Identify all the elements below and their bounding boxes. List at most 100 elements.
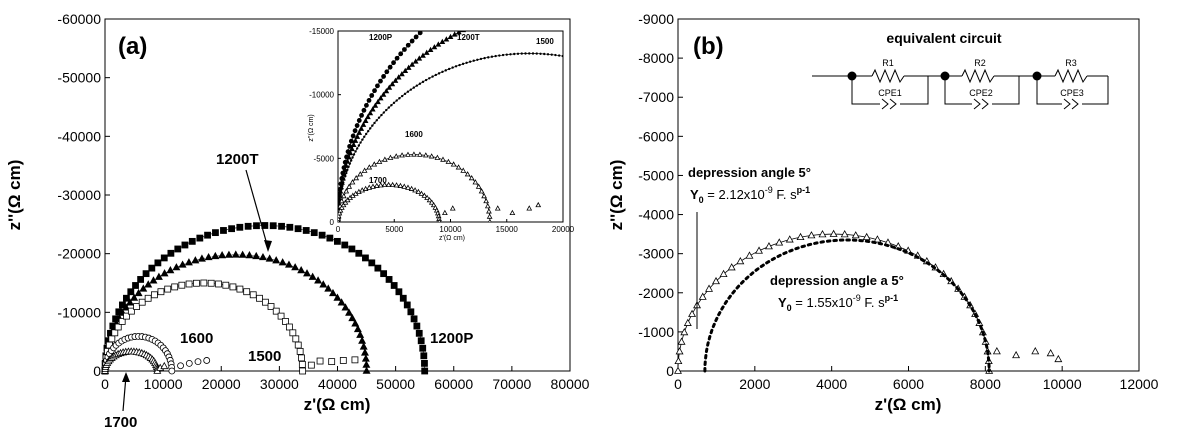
data-point-1200T <box>204 252 213 261</box>
inset-point-1500 <box>377 116 381 119</box>
inset-x-tick-label: 15000 <box>496 225 519 234</box>
data-point-b <box>719 269 728 278</box>
data-point-1500 <box>267 303 275 310</box>
inset-point-1200T <box>344 158 351 164</box>
inset-point-1200T <box>506 9 510 13</box>
inset-point-1600 <box>460 167 467 173</box>
inset-point-1500 <box>406 90 410 93</box>
data-point-1200T <box>238 250 247 258</box>
inset-point-1200T <box>392 77 399 83</box>
data-point-1500 <box>256 294 263 302</box>
y0-1-value: = 2.12x10 <box>704 187 765 202</box>
panel-b-label: (b) <box>693 33 724 60</box>
panel-b-x-ticks: 0 2000 4000 6000 8000 10000 12000 <box>674 366 1159 392</box>
label-cpe2: CPE2 <box>969 88 993 98</box>
inset-point-1200T <box>451 31 458 37</box>
circuit-title: equivalent circuit <box>886 30 1001 46</box>
data-point-b <box>712 276 720 285</box>
inset-point-1200T <box>474 21 478 25</box>
inset-point-1200P <box>352 128 358 134</box>
annotation-depression-2: depression angle a 5° <box>770 273 904 288</box>
inset-point-1500 <box>428 77 431 80</box>
inset-label-1200T: 1200T <box>457 33 480 42</box>
inset-point-1200T <box>349 145 355 152</box>
inset-point-1200T <box>389 81 396 87</box>
inset-point-1500 <box>354 150 357 153</box>
inset-y-tick-label: -10000 <box>309 91 334 100</box>
data-point-1200T <box>122 303 131 311</box>
inset-point-1500 <box>387 106 391 109</box>
data-point-1200P <box>410 315 418 323</box>
data-point-1200T <box>361 354 370 362</box>
inset-point-1600 <box>484 203 491 209</box>
inset-point-1200T <box>435 41 442 47</box>
inset-point-1500 <box>418 82 422 85</box>
data-point-1200P <box>160 254 168 262</box>
label-r2: R2 <box>974 58 986 68</box>
inset-point-1500 <box>352 153 356 156</box>
data-point-b <box>675 347 684 355</box>
y0-2-symbol: Y <box>778 295 787 310</box>
inset-point-1200T <box>375 98 381 105</box>
resistor-r3 <box>1054 68 1088 84</box>
inset-point-1700 <box>441 209 448 216</box>
panel-a-y-tick-label: -60000 <box>57 11 101 27</box>
inset-point-1700 <box>415 188 422 195</box>
inset-point-1200P <box>381 74 386 79</box>
data-point-1200P <box>188 237 196 245</box>
arrow-1200T <box>245 169 269 249</box>
panel-b-y-tick-label: -3000 <box>638 246 674 262</box>
data-point-1500 <box>151 291 158 299</box>
data-point-b <box>674 356 683 365</box>
inset-point-1200T <box>427 46 434 53</box>
inset-point-1700 <box>449 205 456 211</box>
data-point-b <box>796 232 805 241</box>
panel-b-y-tick-label: -6000 <box>638 128 674 144</box>
fit-curve-dotted <box>703 238 991 373</box>
inset-point-1200T <box>530 3 534 7</box>
cpe1-b <box>889 98 897 110</box>
data-point-1200T <box>252 251 261 260</box>
inset-point-1600 <box>486 213 493 219</box>
inset-plot-area <box>337 30 564 223</box>
data-point-1500 <box>222 281 230 289</box>
panel-b-x-tick-label: 10000 <box>1043 376 1082 392</box>
inset-x-tick-label: 10000 <box>439 225 462 234</box>
inset-point-1600 <box>346 183 353 189</box>
inset-point-1200P <box>454 1 458 5</box>
data-point-1200P <box>417 337 425 345</box>
inset-point-1700 <box>397 182 404 188</box>
panel-a-x-ticks: 0 10000 20000 30000 40000 50000 60000 70000 8000… <box>101 366 590 392</box>
inset-point-1200T <box>564 0 568 2</box>
inset-point-1700 <box>342 199 349 205</box>
inset-point-1600 <box>417 151 423 157</box>
data-point-1500 <box>123 312 130 320</box>
data-point-1200P <box>253 222 260 230</box>
data-point-1200T <box>139 284 148 292</box>
inset-point-1600 <box>343 188 350 194</box>
inset-point-1200T <box>492 14 496 18</box>
data-point-1200P <box>174 245 182 253</box>
data-point-1200P <box>228 225 236 233</box>
y0-2-unit: F. s <box>861 295 885 310</box>
inset-point-1600 <box>472 179 479 185</box>
data-point-1200P <box>419 344 427 352</box>
data-point-1200T <box>160 269 169 277</box>
data-point-1500 <box>339 357 347 364</box>
panel-b-y-tick-label: -5000 <box>638 167 674 183</box>
data-point-1200T <box>319 280 328 288</box>
inset-point-1500 <box>340 187 343 191</box>
inset-point-1200T <box>470 23 474 27</box>
data-point-1200P <box>244 222 252 230</box>
panel-b: 0 2000 4000 6000 8000 10000 12000 0 -1000 -2000 -… <box>607 11 1159 414</box>
inset-point-1500 <box>539 52 542 55</box>
data-point-1200P <box>368 259 376 267</box>
inset-point-1600 <box>428 153 435 159</box>
inset-point-1200T <box>535 2 539 6</box>
inset-point-1200P <box>361 107 367 113</box>
data-point-b <box>840 230 849 238</box>
panel-b-x-tick-label: 0 <box>674 376 682 392</box>
data-point-1200P <box>348 245 356 253</box>
inset-point-1600 <box>357 171 364 177</box>
inset-point-1200T <box>346 154 352 160</box>
